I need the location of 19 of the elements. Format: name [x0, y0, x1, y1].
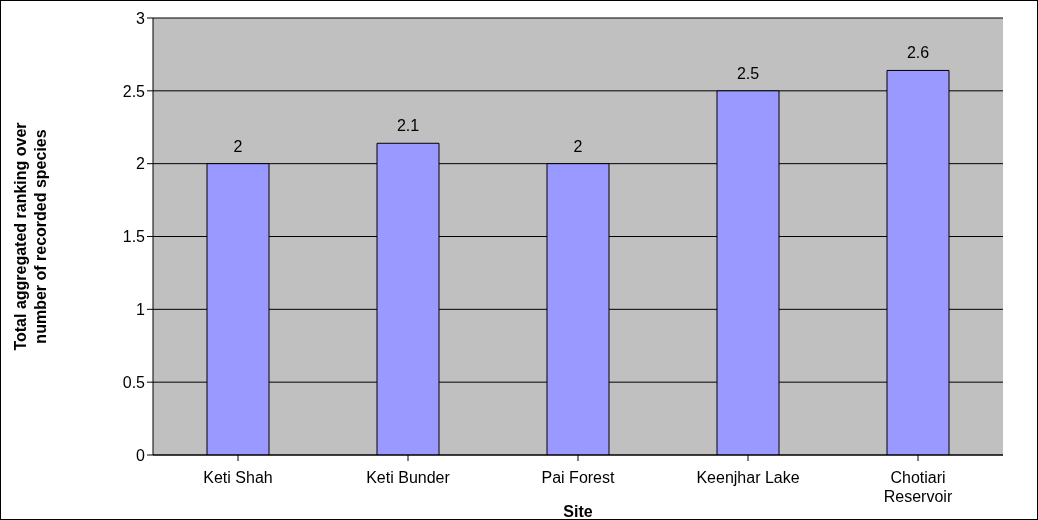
data-label: 2.5: [736, 64, 760, 82]
x-tick-label: Keti Bunder: [366, 469, 451, 486]
y-tick-label: 2.5: [122, 82, 146, 100]
x-tick-label: Keenjhar Lake: [696, 469, 800, 486]
data-label: 2: [233, 137, 243, 155]
y-tick-label: 1: [136, 301, 146, 319]
data-label: 2: [573, 137, 583, 155]
y-tick-label: 1.5: [122, 228, 146, 246]
y-tick-label: 3: [136, 9, 146, 27]
y-tick-label: 2: [136, 155, 146, 173]
y-axis-title: Total aggregated ranking over number of recorded species: [12, 122, 49, 351]
y-tick-label: 0: [136, 446, 146, 464]
x-axis-title: Site: [563, 503, 593, 520]
y-tick-label: 0.5: [122, 373, 146, 391]
x-tick-label: Keti Shah: [203, 469, 273, 486]
x-tick-label: Chotiari Reservoir: [883, 469, 953, 505]
x-tick-label: Pai Forest: [541, 469, 616, 486]
data-label: 2.6: [906, 44, 930, 62]
data-label: 2.1: [396, 117, 420, 135]
